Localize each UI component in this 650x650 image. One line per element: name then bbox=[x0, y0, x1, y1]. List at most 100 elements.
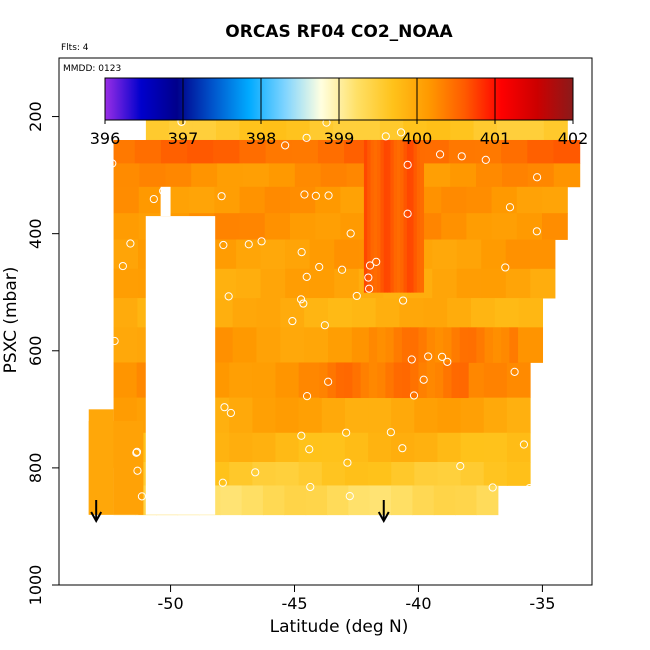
heatmap-cell bbox=[291, 139, 319, 164]
heatmap-cell bbox=[256, 298, 281, 328]
heatmap-cell bbox=[466, 186, 493, 214]
heatmap-cell bbox=[441, 186, 467, 214]
heatmap-cell bbox=[232, 327, 258, 363]
observation-point bbox=[403, 160, 412, 169]
heatmap-cell bbox=[348, 485, 371, 516]
observation-point bbox=[399, 296, 408, 305]
heatmap-cell bbox=[506, 397, 531, 434]
heatmap-cell bbox=[434, 327, 444, 363]
heatmap-cell bbox=[385, 362, 395, 399]
heatmap-cell bbox=[426, 119, 451, 141]
heatmap-cell bbox=[377, 139, 382, 293]
observation-point bbox=[288, 316, 297, 326]
colorbar-tick-label: 397 bbox=[168, 129, 199, 148]
y-axis: 200 400 600 800 1000 bbox=[26, 101, 59, 605]
observation-point bbox=[220, 403, 229, 412]
heatmap-cell bbox=[460, 432, 485, 463]
heatmap-cell bbox=[309, 268, 335, 299]
heatmap-cell bbox=[275, 432, 300, 463]
heatmap-cell bbox=[265, 139, 293, 164]
heatmap-cell bbox=[527, 163, 555, 188]
heatmap-cell bbox=[370, 139, 375, 293]
heatmap-cell bbox=[451, 327, 461, 363]
heatmap-gap bbox=[83, 87, 114, 422]
observation-point bbox=[320, 321, 329, 330]
heatmap-cell bbox=[363, 139, 368, 293]
heatmap-cell bbox=[443, 362, 453, 399]
heatmap-cell bbox=[333, 119, 358, 141]
heatmap-cell bbox=[450, 119, 475, 141]
heatmap-cell bbox=[286, 119, 311, 141]
x-tick-label: -45 bbox=[281, 594, 307, 613]
heatmap-cell bbox=[268, 163, 296, 188]
heatmap-cell bbox=[284, 485, 307, 516]
heatmap-cell bbox=[391, 397, 415, 434]
heatmap-cell bbox=[542, 186, 568, 214]
arrow-head bbox=[90, 511, 103, 524]
heatmap-cell bbox=[451, 362, 461, 399]
observation-point bbox=[365, 261, 375, 270]
heatmap-cell bbox=[139, 163, 166, 188]
heatmap-cell bbox=[501, 163, 529, 188]
heatmap-cell bbox=[491, 186, 518, 214]
heatmap-cell bbox=[304, 298, 329, 328]
heatmap-cell bbox=[424, 163, 451, 188]
heatmap-cell bbox=[344, 362, 353, 399]
observation-point bbox=[352, 291, 361, 301]
heatmap-cell bbox=[165, 163, 192, 188]
observation-point bbox=[519, 440, 529, 449]
heatmap-cell bbox=[298, 432, 323, 463]
heatmap-cell bbox=[327, 362, 337, 399]
heatmap-cell bbox=[441, 213, 467, 240]
heatmap-cell bbox=[553, 139, 581, 164]
heatmap-cell bbox=[280, 327, 305, 363]
heatmap-cell bbox=[393, 327, 403, 363]
x-tick-label: -40 bbox=[405, 594, 431, 613]
heatmap-cell bbox=[264, 213, 291, 240]
heatmap-cell bbox=[356, 119, 381, 141]
observation-point bbox=[365, 284, 374, 293]
heatmap-cell bbox=[491, 213, 518, 240]
heatmap-cell bbox=[416, 139, 421, 293]
heatmap-cell bbox=[285, 239, 311, 270]
heatmap-cell bbox=[160, 139, 188, 164]
y-tick-label: 1000 bbox=[26, 565, 45, 606]
observation-point bbox=[386, 428, 395, 437]
observation-point bbox=[299, 299, 308, 308]
heatmap-cell bbox=[113, 268, 139, 299]
observation-point bbox=[403, 209, 412, 218]
heatmap-cell bbox=[262, 485, 285, 516]
observation-point bbox=[311, 191, 320, 201]
observation-point bbox=[281, 141, 290, 150]
heatmap-cell bbox=[542, 213, 568, 240]
heatmap-cell bbox=[476, 163, 503, 188]
colorbar-tick-label: 398 bbox=[246, 129, 277, 148]
observation-point bbox=[126, 239, 135, 248]
heatmap-cell bbox=[375, 298, 401, 328]
heatmap-cell bbox=[406, 139, 411, 293]
heatmap-cell bbox=[414, 462, 439, 486]
heatmap-cell bbox=[494, 298, 520, 328]
heatmap-cell bbox=[410, 139, 415, 293]
heatmap-cell bbox=[481, 239, 507, 270]
heatmap-cell bbox=[320, 163, 348, 188]
heatmap-cell bbox=[399, 298, 424, 328]
heatmap-cell bbox=[275, 362, 300, 399]
heatmap-cell bbox=[414, 432, 439, 463]
heatmap-profile bbox=[113, 421, 144, 515]
heatmap-cell bbox=[476, 327, 486, 363]
y-tick-label: 800 bbox=[26, 453, 45, 484]
observation-point bbox=[456, 462, 465, 471]
observation-point bbox=[134, 125, 144, 134]
heatmap-cells bbox=[83, 87, 581, 516]
plot-frame bbox=[58, 57, 593, 586]
observation-point bbox=[297, 431, 306, 440]
chart-title: ORCAS RF04 CO2_NOAA bbox=[225, 22, 453, 42]
heatmap-cell bbox=[470, 298, 496, 328]
heatmap-cell bbox=[456, 239, 482, 270]
x-axis-label: Latitude (deg N) bbox=[270, 617, 409, 637]
heatmap-cell bbox=[518, 298, 544, 328]
colorbar-tick-label: 401 bbox=[480, 129, 511, 148]
heatmap-cell bbox=[393, 362, 403, 399]
heatmap-cell bbox=[401, 362, 411, 399]
